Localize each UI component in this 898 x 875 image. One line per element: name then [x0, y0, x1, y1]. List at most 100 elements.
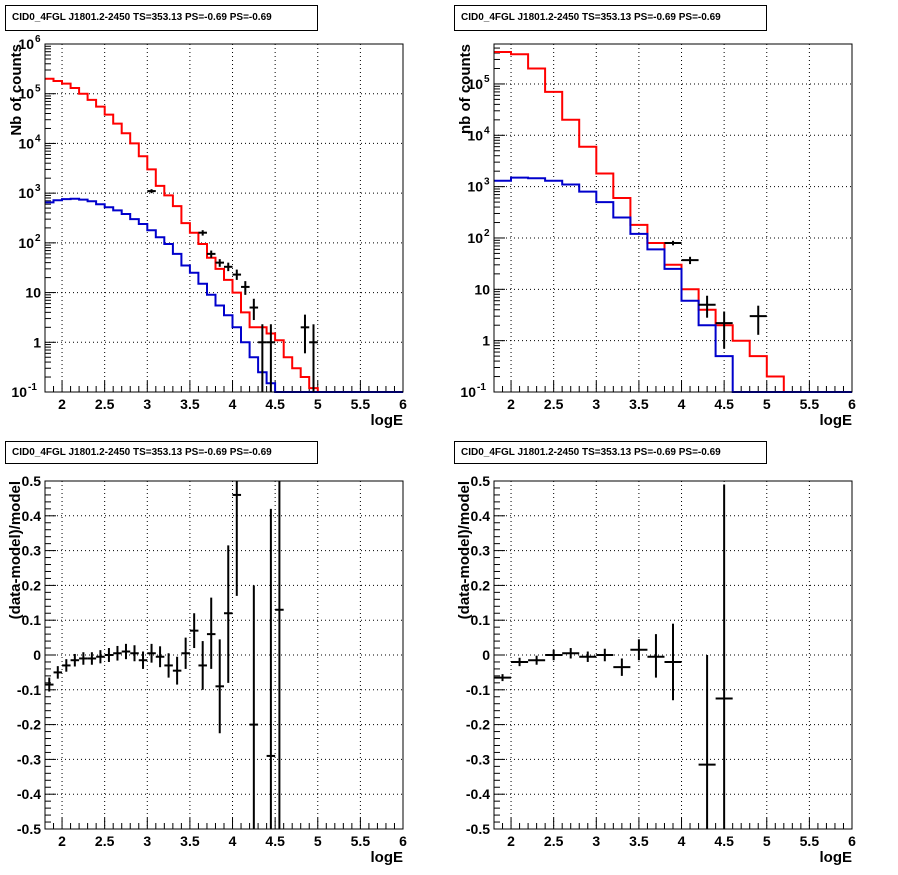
y-tick-label: 0: [482, 647, 490, 663]
panel-residual-right: 2 2.5 3 3.5 4 4.5 5 5.5 6 -0.5 -0.4 -0.3 -0.2 -0.1 0 0.…: [449, 437, 898, 874]
data-point: [79, 652, 88, 665]
x-tick-label: 4.5: [265, 833, 285, 849]
data-point: [715, 311, 733, 349]
data-points: [664, 240, 767, 349]
y-tick-label: 0.1: [22, 612, 42, 628]
axis-ticks: [493, 480, 853, 830]
y-axis-label: (data-model)/model: [456, 481, 473, 619]
data-point: [147, 643, 156, 663]
x-tick-label: 3: [592, 833, 600, 849]
x-tick-label: 4.5: [265, 396, 285, 412]
data-point: [53, 666, 63, 679]
plot-frame: [493, 480, 853, 830]
x-tick-label: 3.5: [629, 396, 649, 412]
residual-plot-right: 2 2.5 3 3.5 4 4.5 5 5.5 6 -0.5 -0.4 -0.3 -0.2 -0.1 0 0.…: [456, 473, 856, 866]
y-tick-label: 1: [482, 333, 490, 349]
panel-counts-right: 2 2.5 3 3.5 4 4.5 5 5.5 6 10 -1 1 10 10 2 10 3 10 4 10 5 logE…: [449, 0, 898, 437]
data-point: [215, 639, 224, 734]
plot-frame: [44, 480, 404, 830]
data-point: [206, 597, 216, 669]
data-point: [266, 508, 276, 829]
data-point: [545, 649, 563, 661]
x-tick-label: 3.5: [180, 396, 200, 412]
y-tick-label: 10: [467, 127, 483, 143]
y-tick-exponent: -1: [28, 382, 37, 393]
x-tick-label: 4: [678, 833, 686, 849]
panel-counts-left: 2 2.5 3 3.5 4 4.5 5 5.5 6 10 -1 1 10 10 2 10 3 10 4 10 5 10 6 l…: [0, 0, 449, 437]
x-tick-label: 5: [763, 396, 771, 412]
data-point: [613, 658, 631, 676]
data-point: [224, 545, 233, 683]
data-point: [232, 269, 242, 280]
data-point: [96, 650, 105, 664]
x-tick-label: 5: [314, 833, 322, 849]
x-tick-label: 3: [143, 833, 151, 849]
data-point: [224, 262, 233, 272]
y-axis-label: (data-model)/model: [7, 481, 24, 619]
y-tick-exponent: 6: [35, 34, 41, 45]
data-point: [215, 259, 224, 267]
y-tick-label: 0: [33, 647, 41, 663]
y-tick-label: 0.2: [471, 577, 491, 593]
y-axis-label: Nb of counts: [8, 44, 25, 136]
y-tick-exponent: 3: [35, 183, 41, 194]
x-tick-label: 2: [58, 396, 66, 412]
data-point: [249, 298, 259, 321]
x-tick-label: 4.5: [714, 833, 734, 849]
data-point: [198, 230, 207, 236]
data-point: [664, 240, 682, 246]
data-point: [172, 656, 182, 685]
x-axis-label: logE: [820, 849, 853, 866]
y-tick-exponent: 3: [484, 177, 490, 188]
y-tick-exponent: 2: [484, 228, 490, 239]
y-tick-label: -0.2: [466, 717, 490, 733]
axis-ticks: [44, 480, 404, 830]
x-tick-label: 5.5: [351, 833, 371, 849]
y-tick-label: 0.2: [22, 577, 42, 593]
data-point: [275, 481, 284, 829]
y-tick-label: 10: [18, 135, 34, 151]
plot-title: CID0_4FGL J1801.2-2450 TS=353.13 PS=-0.6…: [5, 441, 318, 464]
x-tick-label: 3: [592, 396, 600, 412]
x-tick-label: 4: [678, 396, 686, 412]
data-point: [241, 281, 250, 295]
axis-ticks: [493, 43, 853, 393]
data-point: [309, 324, 318, 392]
y-tick-label: 10: [18, 36, 34, 52]
plot-title: CID0_4FGL J1801.2-2450 TS=353.13 PS=-0.6…: [5, 5, 318, 31]
y-tick-label: -0.1: [466, 682, 490, 698]
y-tick-label: 0.3: [471, 543, 491, 559]
data-point: [647, 634, 665, 678]
data-point: [528, 655, 546, 665]
y-tick-label: 10: [460, 384, 476, 400]
data-points: [494, 484, 733, 829]
data-point: [698, 655, 716, 829]
y-tick-label: -0.4: [17, 786, 41, 802]
histogram-series: [494, 176, 852, 393]
data-point: [494, 674, 512, 682]
y-tick-exponent: 5: [484, 74, 490, 85]
x-tick-label: 5: [314, 396, 322, 412]
data-point: [249, 585, 259, 829]
plot-title: CID0_4FGL J1801.2-2450 TS=353.13 PS=-0.6…: [454, 5, 767, 31]
x-tick-label: 2.5: [95, 396, 115, 412]
data-point: [630, 639, 648, 661]
data-point: [198, 641, 207, 690]
grid-lines: [45, 480, 404, 830]
x-tick-label: 5: [763, 833, 771, 849]
data-point: [579, 651, 597, 662]
y-tick-exponent: 4: [35, 133, 41, 144]
x-tick-label: 2: [58, 833, 66, 849]
y-tick-label: 0.3: [22, 543, 42, 559]
data-point: [104, 648, 114, 662]
x-tick-label: 5.5: [800, 833, 820, 849]
data-points: [45, 481, 284, 829]
data-point: [300, 314, 310, 354]
data-point: [45, 677, 54, 692]
y-tick-label: 10: [467, 76, 483, 92]
y-tick-label: -0.2: [17, 717, 41, 733]
data-points: [147, 189, 318, 392]
x-tick-label: 2.5: [544, 396, 564, 412]
